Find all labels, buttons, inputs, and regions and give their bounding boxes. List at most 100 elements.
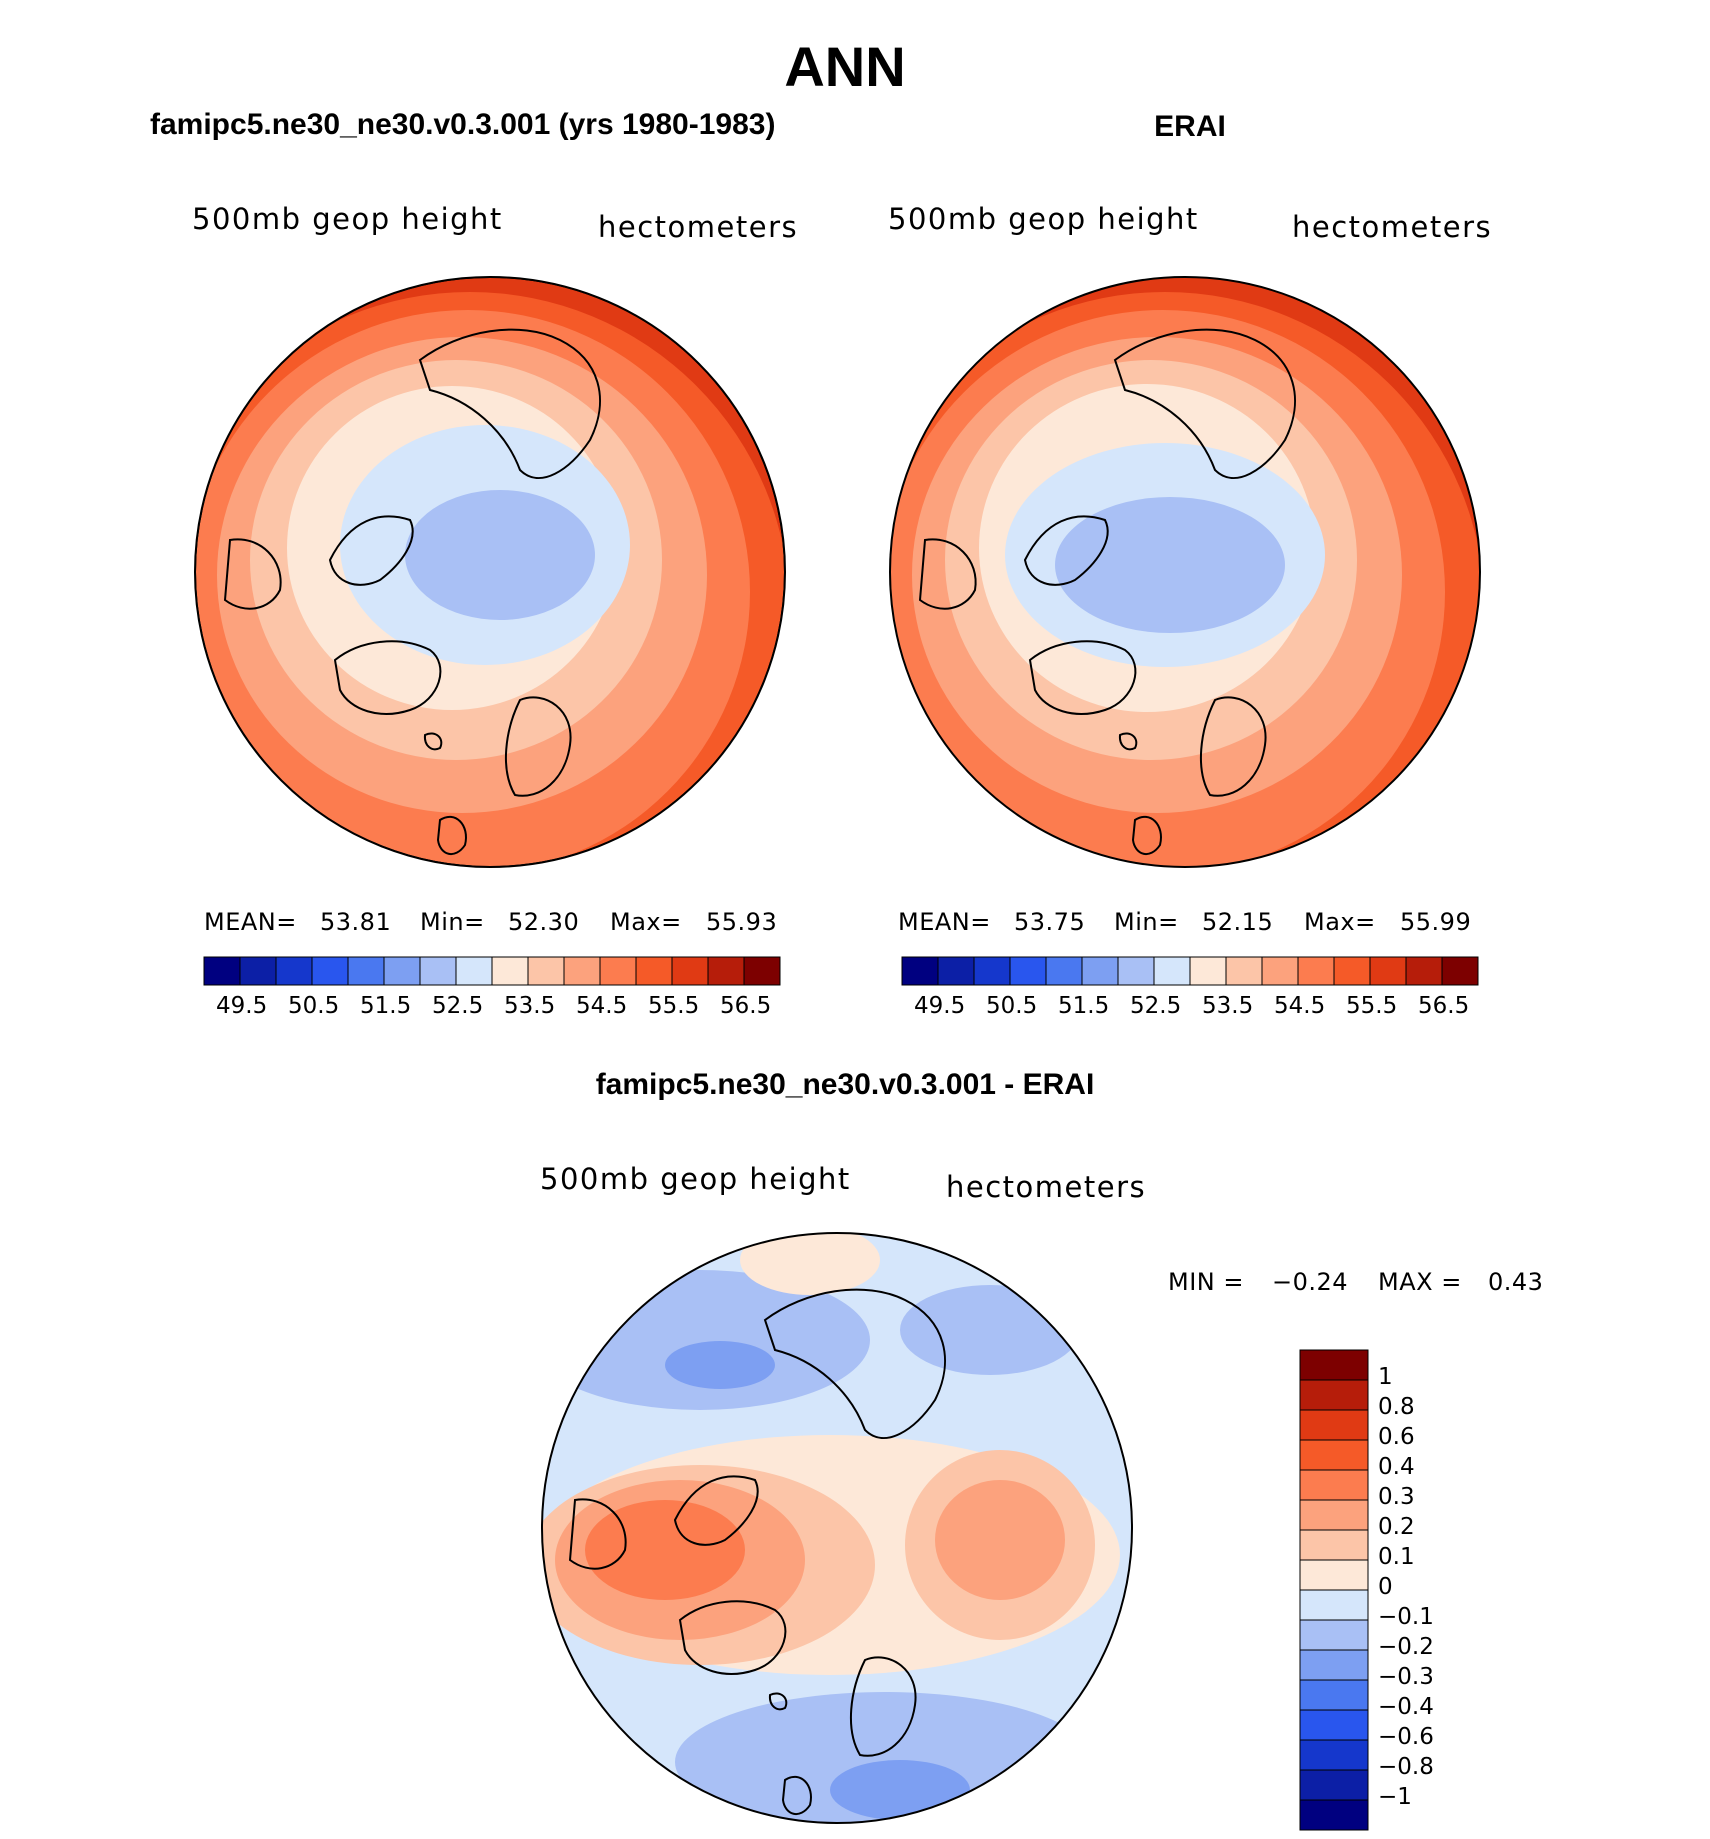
diff-max-label: MAX = xyxy=(1378,1268,1462,1296)
right-colorbar-tick-label: 54.5 xyxy=(1274,993,1326,1019)
diff-colorbar-swatch-11 xyxy=(1299,1679,1369,1711)
diff-colorbar-swatch-4 xyxy=(1299,1469,1369,1501)
left-colorbar-swatch-9 xyxy=(527,956,565,986)
left-panel-title: famipc5.ne30_ne30.v0.3.001 (yrs 1980-198… xyxy=(150,108,776,141)
diff-colorbar-tick-label: 0 xyxy=(1378,1574,1393,1600)
left-alaska-coast xyxy=(223,538,282,610)
diff-colorbar-tick-label: −0.8 xyxy=(1378,1754,1434,1780)
diff-min-label: MIN = xyxy=(1168,1268,1244,1296)
right-colorbar-swatch-14 xyxy=(1405,956,1443,986)
diff-archipelago-coast xyxy=(673,1475,759,1546)
diff-alaska-coast xyxy=(568,1498,627,1570)
left-britain-coast xyxy=(436,815,467,855)
left-colorbar-tick-label: 52.5 xyxy=(432,993,484,1019)
left-archipelago-coast xyxy=(328,515,414,586)
left-colorbar-tick-label: 54.5 xyxy=(576,993,628,1019)
diff-units-label: hectometers xyxy=(946,1170,1147,1204)
diff-colorbar-swatch-8 xyxy=(1299,1589,1369,1621)
left-colorbar-swatch-8 xyxy=(491,956,529,986)
right-greenland-coast xyxy=(1028,640,1137,715)
diff-colorbar-tick-label: −0.3 xyxy=(1378,1664,1434,1690)
right-britain-coast xyxy=(1131,815,1162,855)
right-max-label: Max= xyxy=(1304,908,1376,936)
left-variable-label: 500mb geop height xyxy=(192,202,503,236)
left-units-label: hectometers xyxy=(598,210,799,244)
right-colorbar-swatch-0 xyxy=(901,956,939,986)
diff-colorbar-swatch-2 xyxy=(1299,1409,1369,1441)
left-scandinavia-coast xyxy=(505,696,572,797)
diff-colorbar-swatch-15 xyxy=(1299,1799,1369,1831)
right-map-band-52.0 xyxy=(1055,497,1285,633)
right-colorbar-tick-label: 50.5 xyxy=(986,993,1038,1019)
right-colorbar-tick-label: 51.5 xyxy=(1058,993,1110,1019)
right-coastlines xyxy=(918,328,1296,855)
left-colorbar-swatch-7 xyxy=(455,956,493,986)
left-max-value: 55.93 xyxy=(706,908,778,936)
right-colorbar-swatch-2 xyxy=(973,956,1011,986)
left-greenland-coast xyxy=(333,640,442,715)
right-units-label: hectometers xyxy=(1292,210,1493,244)
left-colorbar-tick-label: 50.5 xyxy=(288,993,340,1019)
left-mean-label: MEAN= xyxy=(204,908,297,936)
diff-colorbar-tick-label: −1 xyxy=(1378,1784,1412,1810)
diff-colorbar-tick-label: 0.1 xyxy=(1378,1544,1415,1570)
diff-colorbar xyxy=(1299,1349,1369,1831)
right-colorbar-swatch-6 xyxy=(1117,956,1155,986)
right-colorbar-swatch-13 xyxy=(1369,956,1407,986)
right-map xyxy=(890,277,1480,867)
diff-colorbar-tick-label: 0.2 xyxy=(1378,1514,1415,1540)
diff-colorbar-tick-label: −0.1 xyxy=(1378,1604,1434,1630)
right-colorbar-tick-label: 49.5 xyxy=(914,993,966,1019)
diff-colorbar-swatch-12 xyxy=(1299,1709,1369,1741)
right-panel-title: ERAI xyxy=(1154,110,1226,143)
left-min-value: 52.30 xyxy=(508,908,580,936)
left-colorbar-swatch-13 xyxy=(671,956,709,986)
diff-variable-label: 500mb geop height xyxy=(540,1162,851,1196)
left-colorbar-swatch-3 xyxy=(311,956,349,986)
main-title: ANN xyxy=(784,35,906,98)
left-colorbar-swatch-1 xyxy=(239,956,277,986)
left-mean-value: 53.81 xyxy=(320,908,392,936)
diff-map-band-0.4 xyxy=(585,1500,745,1600)
diff-colorbar-tick-label: 1 xyxy=(1378,1364,1393,1390)
diff-map-high-east-core xyxy=(935,1480,1065,1600)
right-colorbar-swatch-15 xyxy=(1441,956,1479,986)
diff-colorbar-swatch-0 xyxy=(1299,1349,1369,1381)
left-asia-coast xyxy=(418,328,601,480)
right-colorbar-tick-label: 53.5 xyxy=(1202,993,1254,1019)
diff-scandinavia-coast xyxy=(850,1656,917,1757)
right-colorbar-tick-label: 55.5 xyxy=(1346,993,1398,1019)
right-colorbar xyxy=(901,956,1479,986)
left-iceland-coast xyxy=(423,732,443,751)
left-colorbar-tick-label: 56.5 xyxy=(720,993,772,1019)
left-map-rim xyxy=(194,276,786,868)
diff-greenland-coast xyxy=(678,1600,787,1675)
diff-map-low-pacific-core xyxy=(665,1341,775,1389)
right-colorbar-swatch-11 xyxy=(1297,956,1335,986)
right-colorbar-tick-label: 52.5 xyxy=(1130,993,1182,1019)
left-max-label: Max= xyxy=(610,908,682,936)
diff-map-low-siberia xyxy=(900,1285,1080,1375)
right-colorbar-swatch-7 xyxy=(1153,956,1191,986)
right-colorbar-swatch-12 xyxy=(1333,956,1371,986)
diff-colorbar-swatch-6 xyxy=(1299,1529,1369,1561)
right-alaska-coast xyxy=(918,538,977,610)
diff-panel-title: famipc5.ne30_ne30.v0.3.001 - ERAI xyxy=(595,1068,1095,1101)
right-archipelago-coast xyxy=(1023,515,1109,586)
diff-asia-coast xyxy=(763,1288,946,1440)
left-colorbar-swatch-2 xyxy=(275,956,313,986)
diff-colorbar-tick-label: −0.2 xyxy=(1378,1634,1434,1660)
left-colorbar-swatch-4 xyxy=(347,956,385,986)
diff-map-low-europe-core xyxy=(830,1760,970,1820)
right-mean-value: 53.75 xyxy=(1014,908,1086,936)
diff-colorbar-swatch-13 xyxy=(1299,1739,1369,1771)
left-colorbar xyxy=(203,956,781,986)
left-colorbar-swatch-11 xyxy=(599,956,637,986)
left-colorbar-swatch-15 xyxy=(743,956,781,986)
diff-colorbar-swatch-5 xyxy=(1299,1499,1369,1531)
right-variable-label: 500mb geop height xyxy=(888,202,1199,236)
diff-colorbar-swatch-3 xyxy=(1299,1439,1369,1471)
right-iceland-coast xyxy=(1118,732,1138,751)
right-min-value: 52.15 xyxy=(1202,908,1274,936)
